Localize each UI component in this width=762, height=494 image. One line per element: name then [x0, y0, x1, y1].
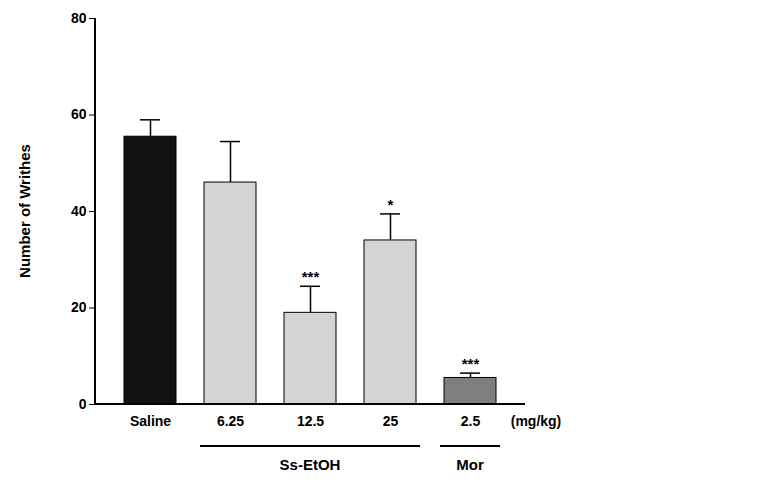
svg-text:(mg/kg): (mg/kg): [511, 413, 562, 429]
svg-text:*: *: [388, 196, 394, 213]
svg-text:80: 80: [71, 10, 87, 26]
svg-text:60: 60: [71, 106, 87, 122]
svg-text:12.5: 12.5: [297, 413, 324, 429]
svg-text:6.25: 6.25: [217, 413, 244, 429]
svg-text:Saline: Saline: [130, 413, 171, 429]
svg-text:2.5: 2.5: [461, 413, 481, 429]
svg-text:Number of Writhes: Number of Writhes: [16, 144, 33, 278]
svg-text:Mor: Mor: [456, 456, 484, 473]
svg-text:0: 0: [79, 396, 87, 412]
svg-text:40: 40: [71, 203, 87, 219]
svg-text:25: 25: [383, 413, 399, 429]
svg-text:***: ***: [302, 268, 320, 285]
svg-text:Ss-EtOH: Ss-EtOH: [280, 456, 341, 473]
svg-text:20: 20: [71, 299, 87, 315]
svg-text:***: ***: [462, 355, 480, 372]
